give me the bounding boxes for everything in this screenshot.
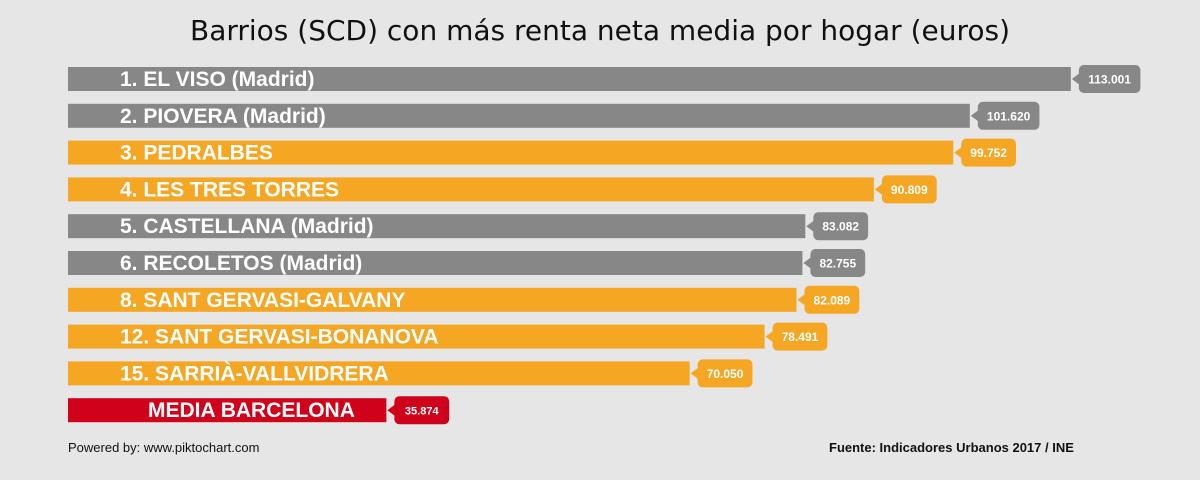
callout-pointer [690, 367, 699, 380]
bar [68, 177, 874, 202]
bar [68, 324, 765, 349]
callout-pointer [874, 183, 883, 196]
bar [68, 398, 387, 423]
bar-label: 12. SANT GERVASI-BONANOVA [120, 326, 439, 349]
value-label: 70.050 [707, 367, 744, 381]
bar-label: MEDIA BARCELONA [148, 399, 355, 422]
value-callout [772, 322, 828, 351]
bar [68, 140, 954, 165]
bar [68, 251, 803, 275]
bar-label: 3. PEDRALBES [120, 142, 273, 165]
callout-pointer [1071, 73, 1080, 85]
bar-label: 15. SARRIÀ-VALLVIDRERA [120, 362, 389, 385]
bar [68, 67, 1071, 91]
value-callout [961, 138, 1017, 167]
value-label: 99.752 [970, 146, 1007, 160]
callout-pointer [970, 109, 979, 122]
value-callout [804, 285, 860, 314]
value-callout [1078, 65, 1141, 93]
value-callout [881, 175, 937, 204]
callout-pointer [797, 293, 806, 306]
value-callout [394, 396, 450, 425]
bar-label: 4. LES TRES TORRES [120, 178, 339, 201]
value-label: 90.809 [891, 183, 928, 197]
bar-label: 5. CASTELLANA (Madrid) [120, 215, 374, 238]
chart-title: Barrios (SCD) con más renta neta media p… [189, 14, 1011, 47]
bar-label: 8. SANT GERVASI-GALVANY [120, 289, 405, 312]
callout-pointer [954, 146, 963, 159]
value-label: 83.082 [822, 220, 859, 234]
bar-label: 6. RECOLETOS (Madrid) [120, 252, 362, 275]
source-text: Fuente: Indicadores Urbanos 2017 / INE [829, 440, 1074, 455]
bar [68, 287, 797, 312]
value-callout [810, 249, 866, 277]
value-label: 82.089 [814, 293, 851, 307]
value-label: 78.491 [782, 330, 819, 344]
value-label: 82.755 [819, 257, 856, 271]
bar [68, 214, 806, 239]
callout-pointer [765, 330, 774, 343]
powered-by-text: Powered by: www.piktochart.com [68, 440, 260, 455]
bar-label: 1. EL VISO (Madrid) [120, 68, 314, 91]
value-callout [813, 212, 869, 241]
callout-pointer [806, 220, 815, 233]
value-callout [977, 101, 1040, 130]
bar [68, 361, 690, 386]
value-label: 101.620 [987, 109, 1031, 123]
value-callout [697, 359, 753, 388]
value-label: 113.001 [1088, 73, 1131, 87]
bar [68, 103, 970, 128]
callout-pointer [803, 257, 812, 269]
callout-pointer [387, 404, 396, 417]
value-label: 35.874 [405, 406, 440, 418]
bar-label: 2. PIOVERA (Madrid) [120, 105, 326, 128]
